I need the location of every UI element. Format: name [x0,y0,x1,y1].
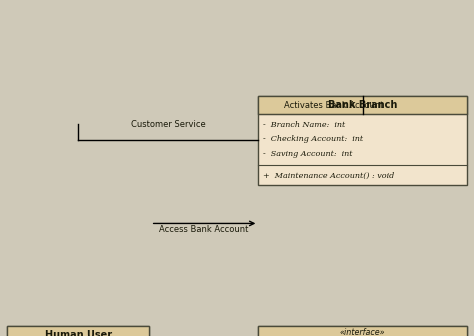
Text: Access Bank Account: Access Bank Account [159,224,248,234]
Bar [258,326,467,336]
Text: Activates Bank Account: Activates Bank Account [284,101,384,110]
Bar [7,326,149,336]
Text: Human User: Human User [45,330,112,336]
Text: -  Saving Account:  int: - Saving Account: int [263,150,353,158]
Bar [258,326,467,336]
Text: «interface»: «interface» [340,329,385,336]
Bar [7,326,149,336]
Bar [258,96,467,185]
Text: +  Maintenance Account() : void: + Maintenance Account() : void [263,172,394,180]
Bar [258,96,467,114]
Text: Bank Branch: Bank Branch [328,100,397,110]
Text: -  Checking Account:  int: - Checking Account: int [263,135,363,143]
Text: Customer Service: Customer Service [131,120,206,129]
Text: -  Branch Name:  int: - Branch Name: int [263,121,346,129]
